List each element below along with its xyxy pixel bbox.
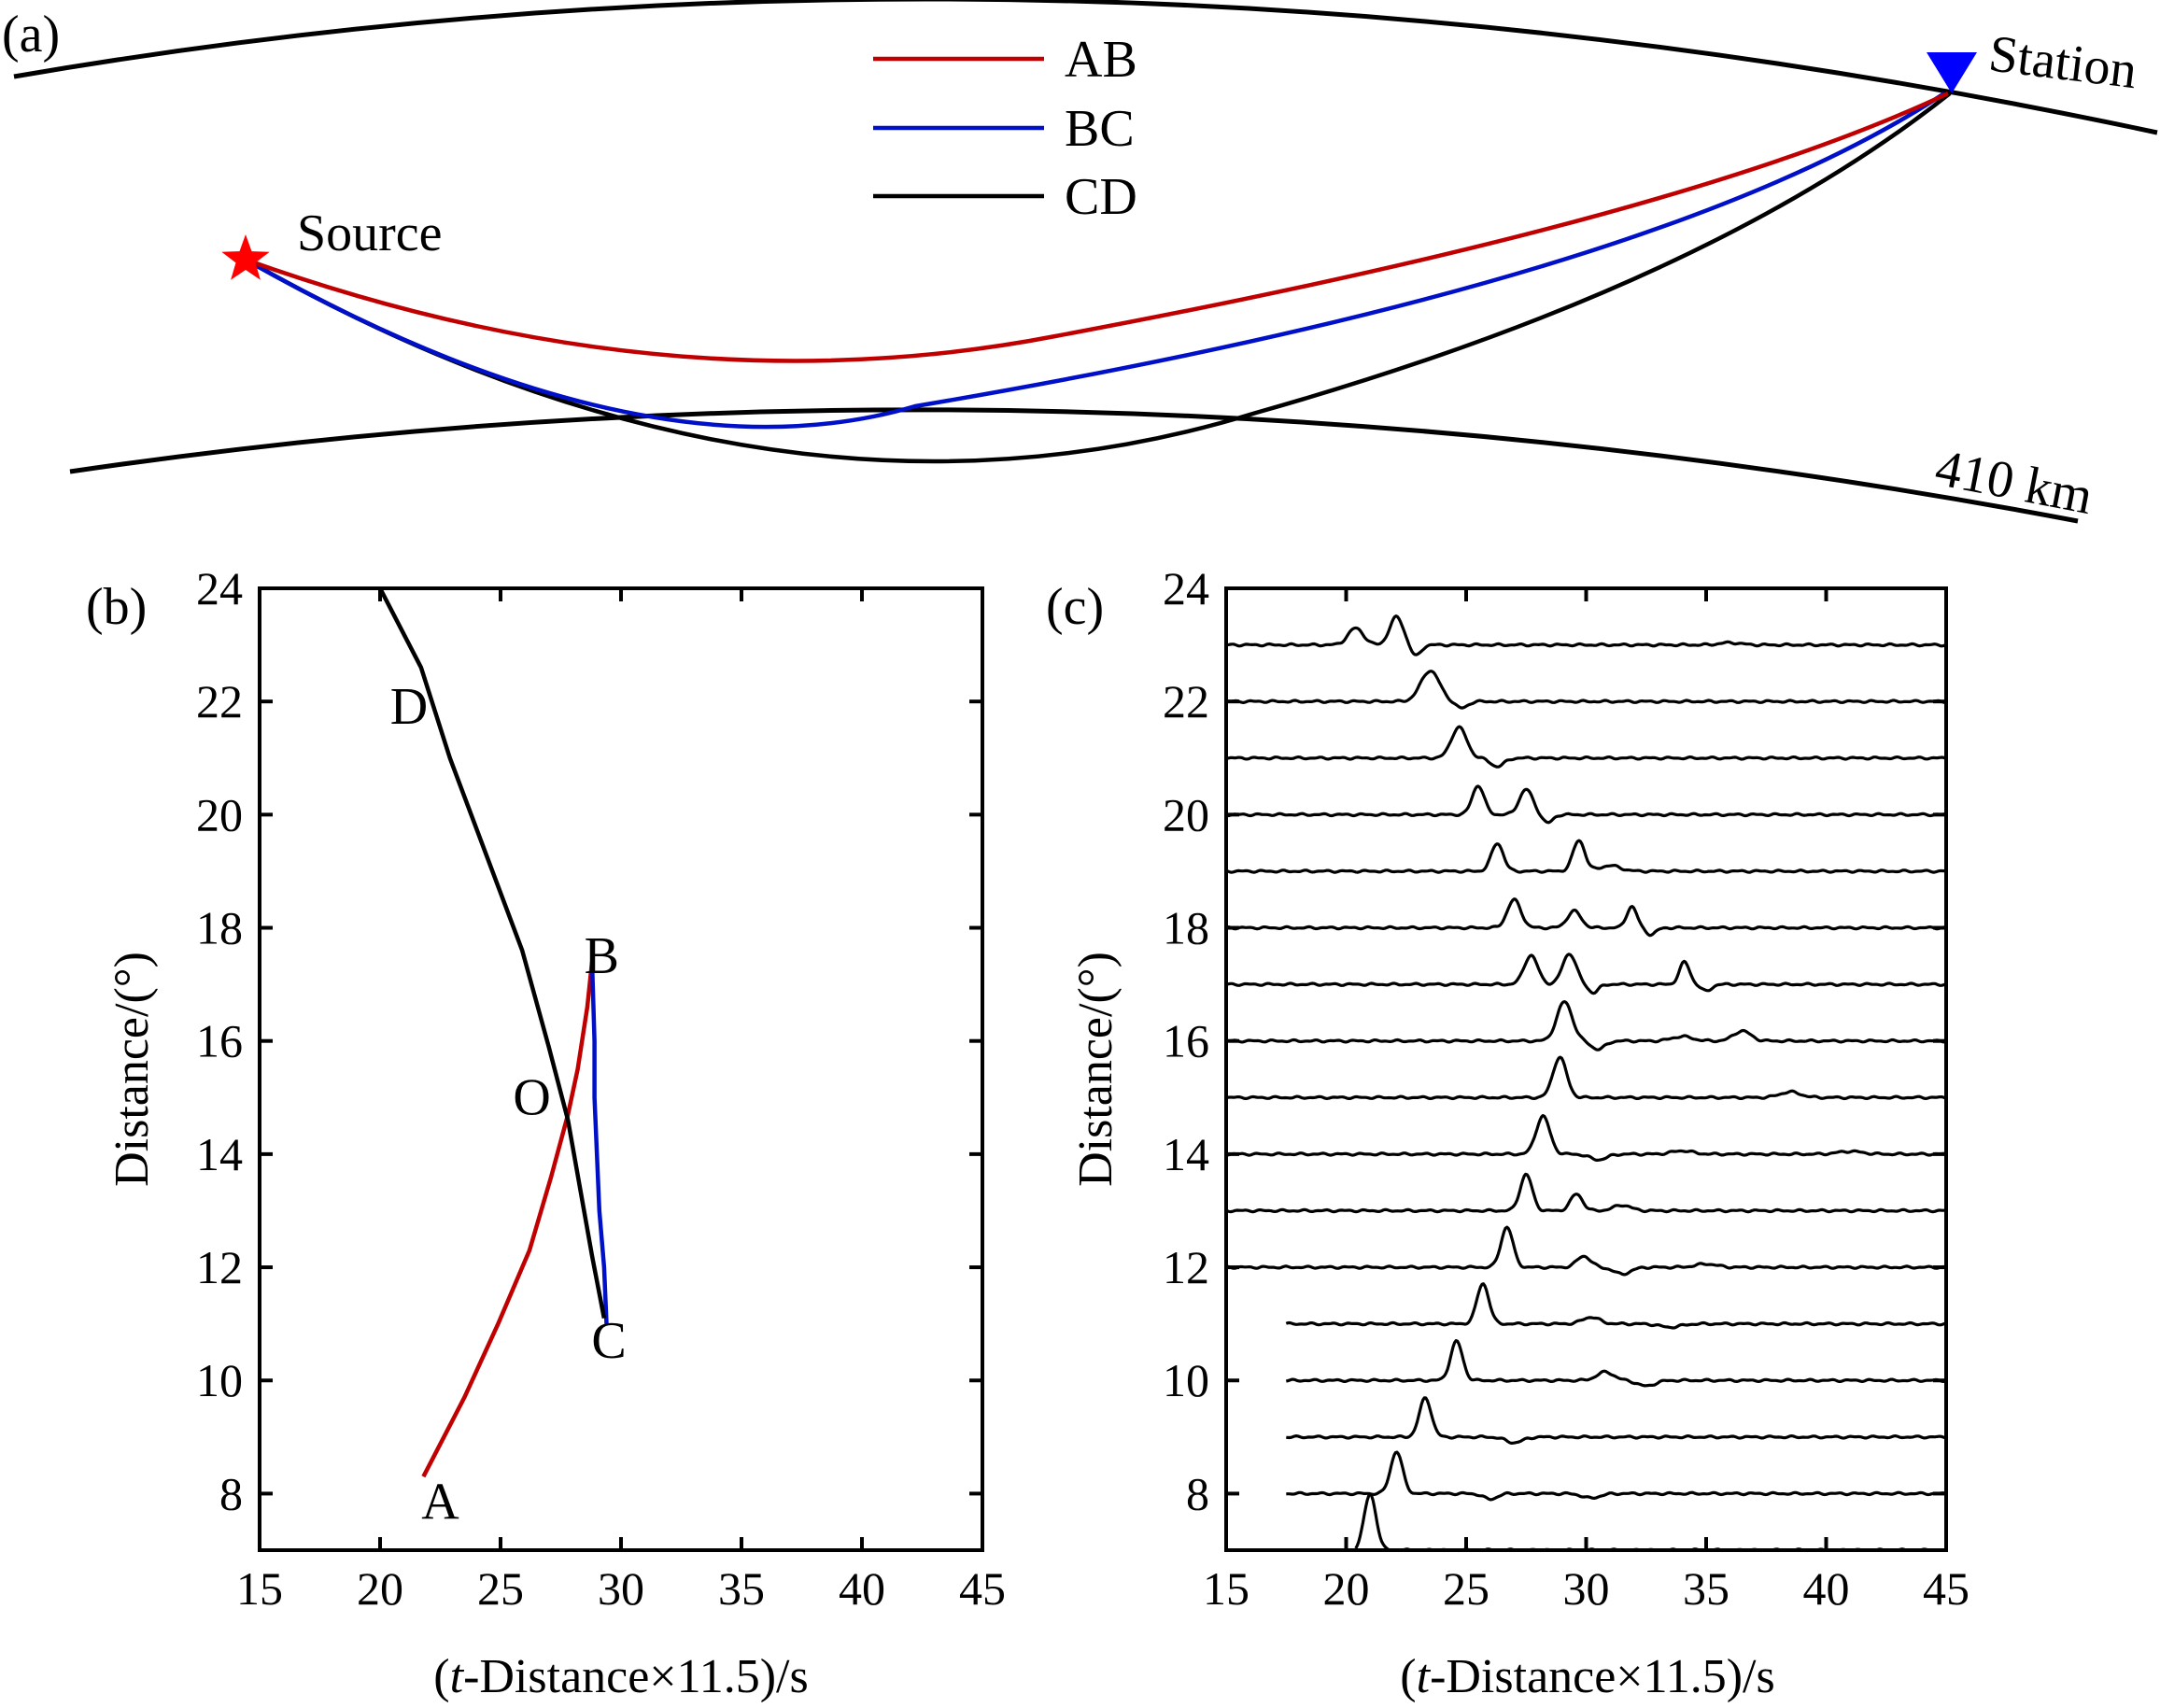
panel-c-plot-frame — [1224, 586, 1948, 1552]
panel-b-ytick-label: 14 — [196, 1128, 243, 1180]
source-label: Source — [297, 205, 443, 262]
waveform-trace — [1226, 839, 1946, 874]
waveform-trace — [1226, 1225, 1946, 1277]
station-triangle-icon — [1927, 52, 1977, 93]
waveform-trace — [1226, 670, 1946, 710]
legend-label-bc: BC — [1065, 100, 1135, 158]
panel-b-xaxis-title-post: -Distance×11.5)/s — [463, 1650, 809, 1703]
panel-c-xaxis-title-post: -Distance×11.5)/s — [1430, 1650, 1775, 1703]
panel-b-xtick-label: 20 — [357, 1562, 403, 1615]
legend: AB BC CD — [873, 31, 1137, 226]
waveform-trace — [1226, 1000, 1946, 1052]
panel-b-ytick-label: 8 — [219, 1467, 243, 1519]
point-label-b: B — [585, 927, 619, 985]
panel-c-ytick-label: 12 — [1163, 1241, 1209, 1293]
panel-c-xaxis-title-pre: ( — [1400, 1650, 1416, 1703]
series-line-cd — [378, 586, 607, 1320]
waveform-traces — [1226, 614, 1946, 1550]
panel-a: (a) Source Station 410 km AB BC CD — [2, 0, 2158, 526]
source-star-icon — [221, 234, 270, 280]
series-line-ab — [421, 939, 595, 1478]
panel-c-ytick-label: 18 — [1163, 902, 1209, 954]
discontinuity-410-line — [69, 407, 2079, 524]
panel-c-ytick-label: 8 — [1186, 1467, 1209, 1519]
panel-b-xtick-label: 25 — [477, 1562, 524, 1615]
panel-b-xaxis-title: (t-Distance×11.5)/s — [433, 1650, 808, 1703]
series-line-bc — [589, 961, 609, 1324]
panel-b-xaxis-title-italic: t — [450, 1650, 465, 1703]
panel-c-plot: 15 20 25 30 35 40 45 8 10 12 14 16 18 20 22 24 — [1163, 562, 1969, 1615]
discontinuity-410-label: 410 km — [1931, 439, 2097, 526]
waveform-trace — [1226, 784, 1946, 825]
panel-b-xtick-label: 40 — [839, 1562, 885, 1615]
waveform-trace — [1226, 1114, 1946, 1162]
panel-b: (b) 15 20 25 30 35 40 45 8 10 12 14 16 18 20 22 24 A B C D O… — [86, 562, 1006, 1703]
panel-c-xtick-label: 25 — [1443, 1562, 1489, 1615]
ray-path-cd — [244, 92, 1952, 464]
panel-b-xtick-label: 35 — [718, 1562, 765, 1615]
panel-c-ytick-label: 16 — [1163, 1015, 1209, 1067]
panel-b-ytick-label: 12 — [196, 1241, 243, 1293]
panel-c-xtick-label: 40 — [1803, 1562, 1850, 1615]
panel-b-ytick-label: 10 — [196, 1354, 243, 1406]
panel-b-xtick-label: 45 — [959, 1562, 1006, 1615]
waveform-trace — [1286, 1396, 1946, 1445]
panel-b-ytick-label: 16 — [196, 1015, 243, 1067]
point-label-d: D — [390, 678, 428, 736]
panel-c-ytick-label: 20 — [1163, 788, 1209, 840]
panel-c-yaxis-title: Distance/(°) — [1069, 952, 1122, 1187]
waveform-trace — [1285, 1282, 1946, 1330]
panel-c-xtick-label: 45 — [1923, 1562, 1969, 1615]
legend-label-ab: AB — [1065, 31, 1137, 89]
panel-b-xtick-label: 30 — [598, 1562, 644, 1615]
panel-b-label: (b) — [86, 578, 147, 636]
waveform-trace — [1226, 1172, 1946, 1214]
waveform-trace — [1226, 953, 1946, 995]
waveform-trace — [1226, 897, 1946, 938]
panel-c-ytick-label: 10 — [1163, 1354, 1209, 1406]
panel-c-xtick-label: 15 — [1203, 1562, 1249, 1615]
panel-b-xtick-label: 15 — [236, 1562, 283, 1615]
panel-b-xaxis-title-pre: ( — [433, 1650, 449, 1703]
waveform-trace — [1226, 725, 1946, 769]
panel-c-xtick-label: 35 — [1683, 1562, 1729, 1615]
earth-surface-line — [13, 0, 2158, 135]
panel-c: (c) 15 20 25 30 35 40 45 8 10 12 14 16 18 20 22 24 (t-D… — [1046, 562, 1969, 1703]
panel-b-ytick-label: 22 — [196, 675, 243, 727]
legend-label-cd: CD — [1065, 168, 1137, 226]
ray-path-ab — [245, 91, 1949, 363]
panel-b-plot-frame — [258, 586, 984, 1552]
panel-b-ytick-label: 20 — [196, 788, 243, 840]
point-label-a: A — [421, 1474, 459, 1532]
waveform-trace — [1354, 1492, 1946, 1550]
waveform-trace — [1226, 1055, 1946, 1101]
panel-a-label: (a) — [2, 6, 60, 64]
panel-c-ytick-label: 14 — [1163, 1128, 1209, 1180]
ray-path-bc — [244, 92, 1946, 430]
panel-c-ytick-label: 22 — [1163, 675, 1209, 727]
waveform-trace — [1285, 1339, 1946, 1388]
panel-c-label: (c) — [1046, 578, 1104, 636]
panel-c-xaxis-title-italic: t — [1417, 1650, 1432, 1703]
waveform-trace — [1286, 1450, 1946, 1502]
station-label: Station — [1985, 24, 2139, 100]
panel-b-yaxis-title: Distance/(°) — [106, 952, 159, 1187]
panel-c-ytick-label: 24 — [1163, 562, 1209, 614]
panel-b-plot: 15 20 25 30 35 40 45 8 10 12 14 16 18 20 22 24 A B C D O — [196, 562, 1006, 1615]
panel-b-ytick-label: 24 — [196, 562, 243, 614]
panel-b-ytick-label: 18 — [196, 902, 243, 954]
point-label-o: O — [513, 1068, 550, 1126]
point-label-c: C — [591, 1312, 626, 1370]
panel-c-xtick-label: 20 — [1323, 1562, 1370, 1615]
panel-c-xtick-label: 30 — [1563, 1562, 1610, 1615]
panel-c-xaxis-title: (t-Distance×11.5)/s — [1400, 1650, 1774, 1703]
waveform-trace — [1226, 614, 1946, 656]
